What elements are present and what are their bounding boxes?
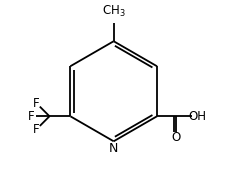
- Text: F: F: [33, 123, 40, 136]
- Text: CH$_3$: CH$_3$: [102, 4, 125, 19]
- Text: F: F: [33, 97, 40, 110]
- Text: OH: OH: [188, 110, 206, 123]
- Text: N: N: [109, 142, 118, 155]
- Text: O: O: [172, 131, 181, 144]
- Text: F: F: [28, 110, 34, 123]
